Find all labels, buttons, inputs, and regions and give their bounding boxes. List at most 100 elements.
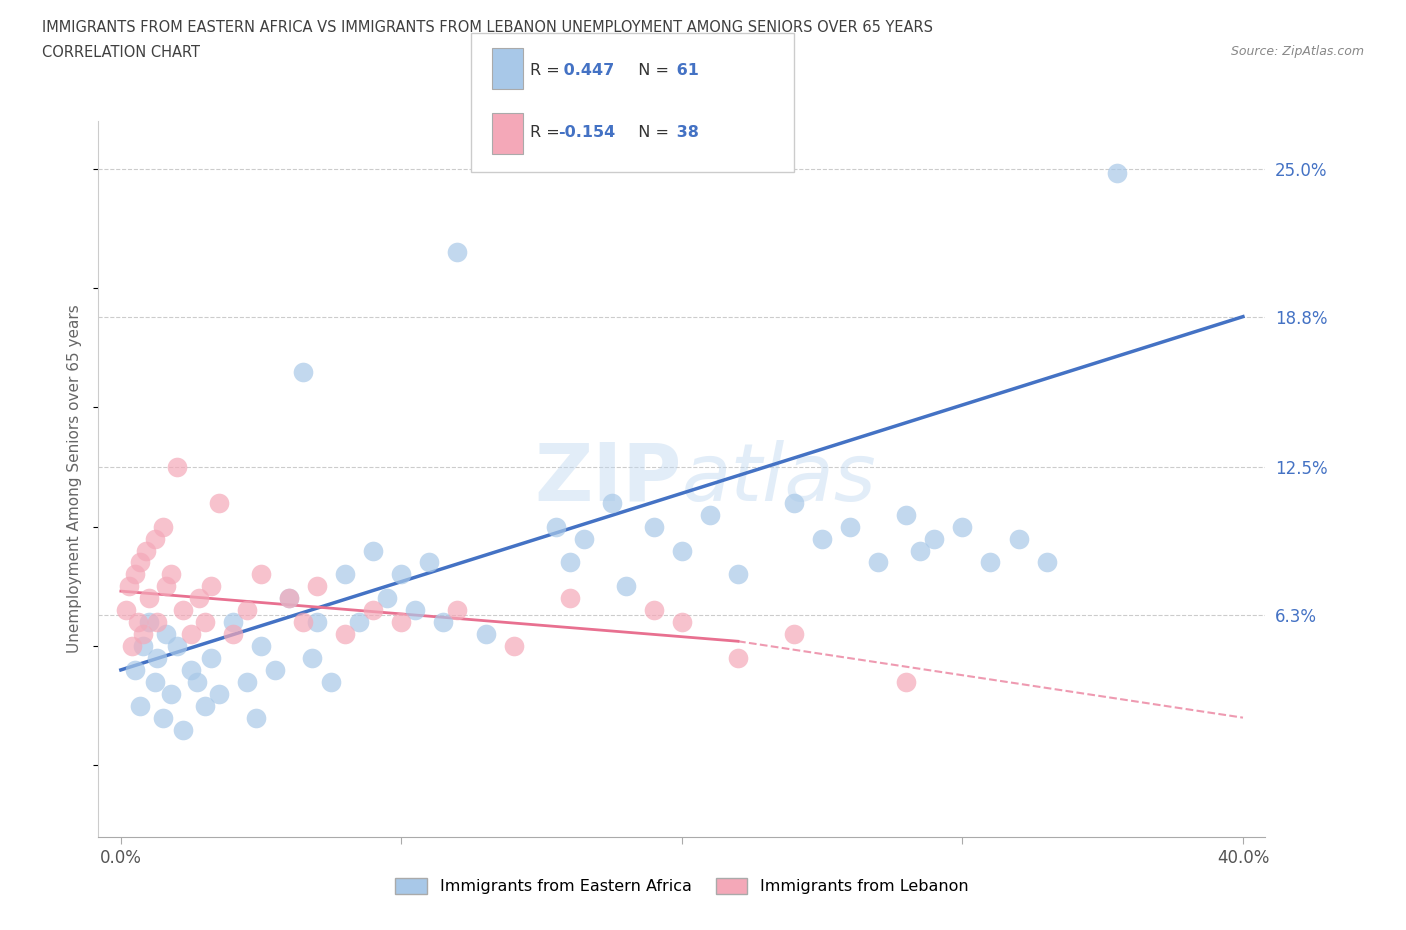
Point — [363, 603, 385, 618]
Point — [1035, 555, 1057, 570]
Point — [321, 674, 343, 689]
Point — [172, 603, 194, 618]
Point — [152, 711, 174, 725]
Point — [307, 615, 329, 630]
Text: 38: 38 — [671, 125, 699, 140]
Point — [160, 686, 183, 701]
Point — [910, 543, 932, 558]
Point — [839, 519, 862, 534]
Point — [186, 674, 208, 689]
Point — [301, 651, 323, 666]
Point — [924, 531, 946, 546]
Point — [143, 674, 166, 689]
Point — [307, 578, 329, 594]
Point — [335, 627, 357, 642]
Point — [129, 698, 152, 713]
Point — [896, 674, 918, 689]
Point — [783, 627, 806, 642]
Point — [138, 615, 160, 630]
Point — [699, 508, 721, 523]
Point — [278, 591, 301, 605]
Text: R =: R = — [530, 125, 565, 140]
Text: N =: N = — [628, 125, 675, 140]
Point — [404, 603, 426, 618]
Point — [979, 555, 1001, 570]
Point — [188, 591, 211, 605]
Text: ZIP: ZIP — [534, 440, 682, 518]
Point — [671, 615, 693, 630]
Point — [200, 578, 222, 594]
Point — [446, 603, 468, 618]
Point — [127, 615, 149, 630]
Point — [155, 578, 177, 594]
Point — [349, 615, 371, 630]
Point — [132, 627, 155, 642]
Point — [250, 567, 273, 582]
Text: Source: ZipAtlas.com: Source: ZipAtlas.com — [1230, 45, 1364, 58]
Point — [502, 639, 524, 654]
Point — [245, 711, 267, 725]
Point — [868, 555, 890, 570]
Point — [121, 639, 143, 654]
Point — [727, 567, 749, 582]
Text: IMMIGRANTS FROM EASTERN AFRICA VS IMMIGRANTS FROM LEBANON UNEMPLOYMENT AMONG SEN: IMMIGRANTS FROM EASTERN AFRICA VS IMMIGR… — [42, 20, 934, 35]
Y-axis label: Unemployment Among Seniors over 65 years: Unemployment Among Seniors over 65 years — [67, 305, 83, 653]
Point — [138, 591, 160, 605]
Point — [236, 603, 259, 618]
Point — [124, 662, 146, 677]
Point — [389, 615, 412, 630]
Point — [1007, 531, 1029, 546]
Point — [160, 567, 183, 582]
Point — [146, 651, 169, 666]
Point — [446, 245, 468, 259]
Point — [222, 615, 245, 630]
Point — [783, 496, 806, 511]
Point — [418, 555, 440, 570]
Point — [118, 578, 141, 594]
Point — [643, 519, 665, 534]
Point — [896, 508, 918, 523]
Text: R =: R = — [530, 63, 565, 78]
Point — [335, 567, 357, 582]
Point — [200, 651, 222, 666]
Text: -0.154: -0.154 — [558, 125, 616, 140]
Point — [222, 627, 245, 642]
Point — [292, 364, 315, 379]
Point — [671, 543, 693, 558]
Point — [166, 639, 188, 654]
Point — [572, 531, 595, 546]
Point — [264, 662, 287, 677]
Point — [208, 496, 231, 511]
Point — [236, 674, 259, 689]
Point — [135, 543, 157, 558]
Point — [377, 591, 399, 605]
Point — [292, 615, 315, 630]
Point — [727, 651, 749, 666]
Point — [558, 555, 581, 570]
Point — [146, 615, 169, 630]
Text: N =: N = — [628, 63, 675, 78]
Text: 0.447: 0.447 — [558, 63, 614, 78]
Text: atlas: atlas — [682, 440, 877, 518]
Point — [166, 459, 188, 474]
Point — [363, 543, 385, 558]
Point — [143, 531, 166, 546]
Point — [952, 519, 974, 534]
Point — [194, 615, 217, 630]
Text: 61: 61 — [671, 63, 699, 78]
Point — [194, 698, 217, 713]
Point — [278, 591, 301, 605]
Point — [643, 603, 665, 618]
Point — [115, 603, 138, 618]
Text: CORRELATION CHART: CORRELATION CHART — [42, 45, 200, 60]
Point — [152, 519, 174, 534]
Point — [614, 578, 637, 594]
Point — [558, 591, 581, 605]
Point — [155, 627, 177, 642]
Point — [544, 519, 567, 534]
Point — [600, 496, 623, 511]
Point — [474, 627, 496, 642]
Point — [811, 531, 834, 546]
Point — [124, 567, 146, 582]
Point — [208, 686, 231, 701]
